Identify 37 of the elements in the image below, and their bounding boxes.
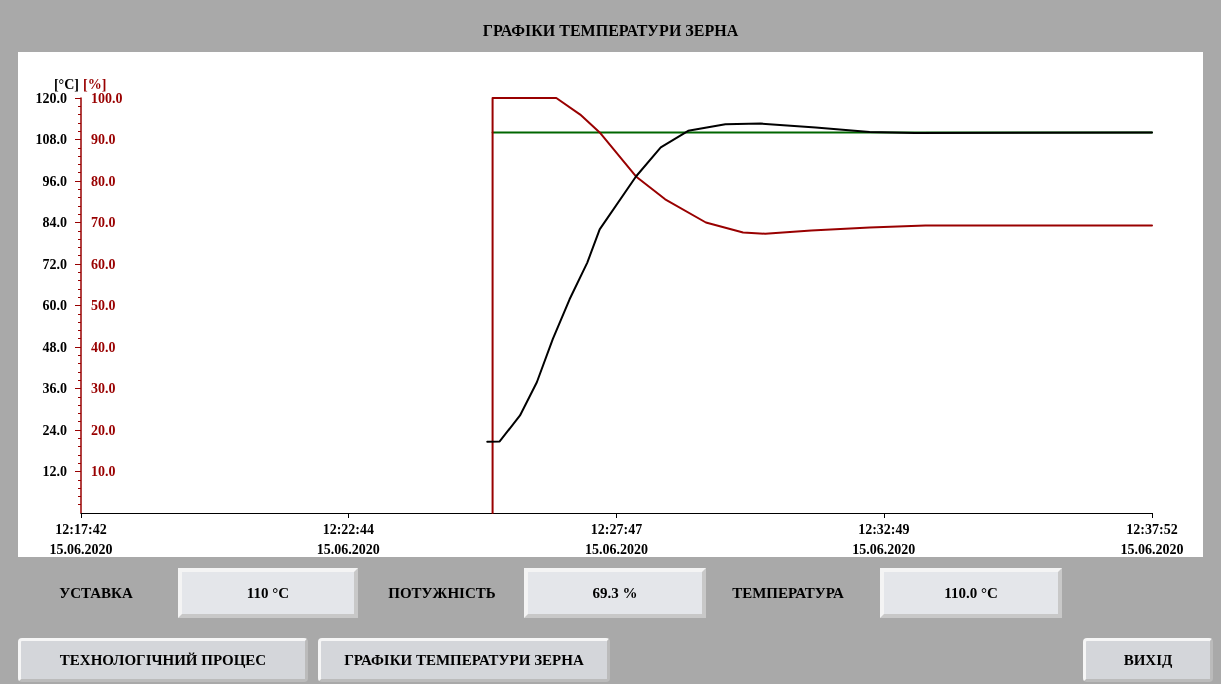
- value-field: 110.0 °C: [880, 568, 1062, 618]
- y-tick-label: 96.0: [42, 173, 67, 189]
- y2-tick-label: 60.0: [91, 256, 116, 272]
- y2-tick-label: 20.0: [91, 422, 116, 438]
- y2-tick-label: 80.0: [91, 173, 116, 189]
- y2-tick-label: 90.0: [91, 132, 116, 147]
- y-tick-label: 72.0: [42, 256, 67, 272]
- y-tick-label: 24.0: [42, 422, 67, 438]
- value-field: 110 °C: [178, 568, 358, 618]
- y-tick-label: 60.0: [42, 298, 67, 313]
- y-tick-label: 48.0: [42, 339, 67, 355]
- y-tick-label: 84.0: [42, 215, 67, 230]
- button: ТЕХНОЛОГІЧНИЙ ПРОЦЕС: [18, 638, 308, 682]
- x-tick-label: 12:27:47 15.06.2020: [585, 521, 648, 557]
- text: ПОТУЖНІСТЬ: [388, 584, 496, 602]
- x-tick-label: 12:37:52 15.06.2020: [1120, 521, 1184, 557]
- y-tick-label: 108.0: [35, 132, 67, 147]
- y2-tick-label: 30.0: [91, 381, 116, 396]
- y2-tick-label: 40.0: [91, 339, 116, 355]
- y2-tick-label: 70.0: [91, 215, 116, 230]
- y2-tick-label: 10.0: [91, 464, 116, 479]
- line-series: [491, 97, 1153, 514]
- y-axis-title: [°C]: [53, 76, 79, 92]
- x-tick-label: 12:17:42 15.06.2020: [49, 521, 113, 557]
- x-tick-label: 12:32:49 15.06.2020: [852, 521, 916, 557]
- text: УСТАВКА: [59, 584, 133, 602]
- y-tick-label: 36.0: [42, 381, 67, 396]
- line-series: [486, 122, 1153, 443]
- y2-tick-label: 50.0: [91, 298, 116, 313]
- y2-axis-title: [%]: [83, 76, 107, 92]
- chart-title: ГРАФІКИ ТЕМПЕРАТУРИ ЗЕРНА: [481, 22, 740, 40]
- button: ГРАФІКИ ТЕМПЕРАТУРИ ЗЕРНА: [318, 638, 610, 682]
- value-field: 69.3 %: [524, 568, 706, 618]
- x-tick-label: 12:22:44 15.06.2020: [316, 521, 380, 557]
- text: ТЕМПЕРАТУРА: [732, 584, 844, 602]
- button: ВИХІД: [1083, 638, 1213, 682]
- y-tick-label: 12.0: [42, 464, 67, 479]
